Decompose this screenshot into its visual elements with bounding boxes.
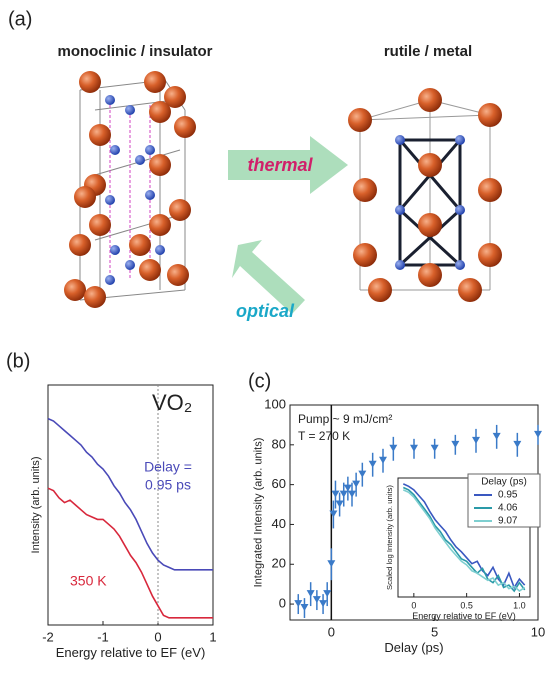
atom-o: [478, 243, 502, 267]
x-tick-label: -1: [97, 629, 109, 644]
y-tick-label: 20: [272, 556, 286, 571]
atom-o: [353, 178, 377, 202]
x-axis-label: Energy relative to EF (eV): [56, 645, 206, 660]
x-tick-label: 1.0: [513, 600, 526, 610]
atom-o: [149, 101, 171, 123]
x-axis-label: Delay (ps): [384, 640, 443, 655]
atom-o: [368, 278, 392, 302]
atom-o: [149, 214, 171, 236]
delay-label: 0.95 ps: [145, 477, 191, 493]
y-tick-label: 100: [264, 396, 286, 411]
atom-o: [139, 259, 161, 281]
atom-o: [167, 264, 189, 286]
atom-o: [84, 286, 106, 308]
atom-v: [110, 245, 120, 255]
arrow-label: optical: [236, 301, 295, 321]
legend-label: 4.06: [498, 503, 518, 514]
atom-v: [125, 260, 135, 270]
panel-label: (b): [6, 350, 30, 372]
atom-o: [89, 124, 111, 146]
atom-o: [69, 234, 91, 256]
legend-label: 9.07: [498, 516, 518, 527]
y-axis-label: Integrated Intensity (arb. units): [253, 438, 265, 588]
atom-o: [129, 234, 151, 256]
annotation: T = 270 K: [298, 429, 350, 443]
legend-label: 0.95: [498, 490, 518, 501]
atom-v: [145, 190, 155, 200]
atom-v: [105, 195, 115, 205]
atom-v: [110, 145, 120, 155]
y-tick-label: 0: [279, 596, 286, 611]
y-tick-label: 80: [272, 436, 286, 451]
atom-o: [353, 243, 377, 267]
atom-v: [155, 245, 165, 255]
atom-v: [455, 135, 465, 145]
atom-o: [74, 186, 96, 208]
atom-v: [145, 145, 155, 155]
temperature-label: 350 K: [70, 573, 107, 589]
atom-v: [105, 95, 115, 105]
atom-o: [478, 103, 502, 127]
delay-label: Delay =: [144, 459, 192, 475]
y-tick-label: 40: [272, 516, 286, 531]
atom-o: [458, 278, 482, 302]
atom-v: [105, 275, 115, 285]
annotation: Pump ~ 9 mJ/cm²: [298, 412, 392, 426]
structure-title: monoclinic / insulator: [57, 43, 212, 60]
atom-o: [174, 116, 196, 138]
atom-o: [418, 263, 442, 287]
atom-v: [125, 105, 135, 115]
x-tick-label: 0: [154, 629, 161, 644]
material-label: VO₂: [152, 390, 192, 415]
x-tick-label: 0: [328, 624, 335, 639]
atom-o: [64, 279, 86, 301]
structure-title: rutile / metal: [384, 43, 472, 60]
atom-o: [144, 71, 166, 93]
atom-v: [455, 260, 465, 270]
atom-v: [395, 260, 405, 270]
atom-o: [418, 153, 442, 177]
x-tick-label: -2: [42, 629, 54, 644]
legend-title: Delay (ps): [481, 477, 527, 488]
panel-label: (a): [8, 8, 32, 30]
x-tick-label: 10: [531, 624, 545, 639]
panel-label: (c): [248, 370, 271, 392]
y-axis-label: Intensity (arb. units): [30, 456, 42, 553]
x-tick-label: 0: [411, 600, 416, 610]
atom-o: [348, 108, 372, 132]
x-axis-label: Energy relative to EF (eV): [412, 611, 516, 621]
atom-o: [478, 178, 502, 202]
atom-o: [169, 199, 191, 221]
x-tick-label: 5: [431, 624, 438, 639]
atom-v: [395, 205, 405, 215]
atom-o: [79, 71, 101, 93]
x-tick-label: 1: [209, 629, 216, 644]
atom-o: [89, 214, 111, 236]
atom-o: [418, 88, 442, 112]
atom-v: [455, 205, 465, 215]
y-tick-label: 60: [272, 476, 286, 491]
atom-v: [135, 155, 145, 165]
x-tick-label: 0.5: [460, 600, 473, 610]
atom-o: [149, 154, 171, 176]
y-axis-label: Scaled log Intensity (arb. units): [385, 485, 394, 590]
atom-o: [418, 213, 442, 237]
figure: (a) monoclinic / insulator rutile / meta…: [0, 0, 545, 673]
atom-v: [395, 135, 405, 145]
arrow-label: thermal: [247, 155, 313, 175]
